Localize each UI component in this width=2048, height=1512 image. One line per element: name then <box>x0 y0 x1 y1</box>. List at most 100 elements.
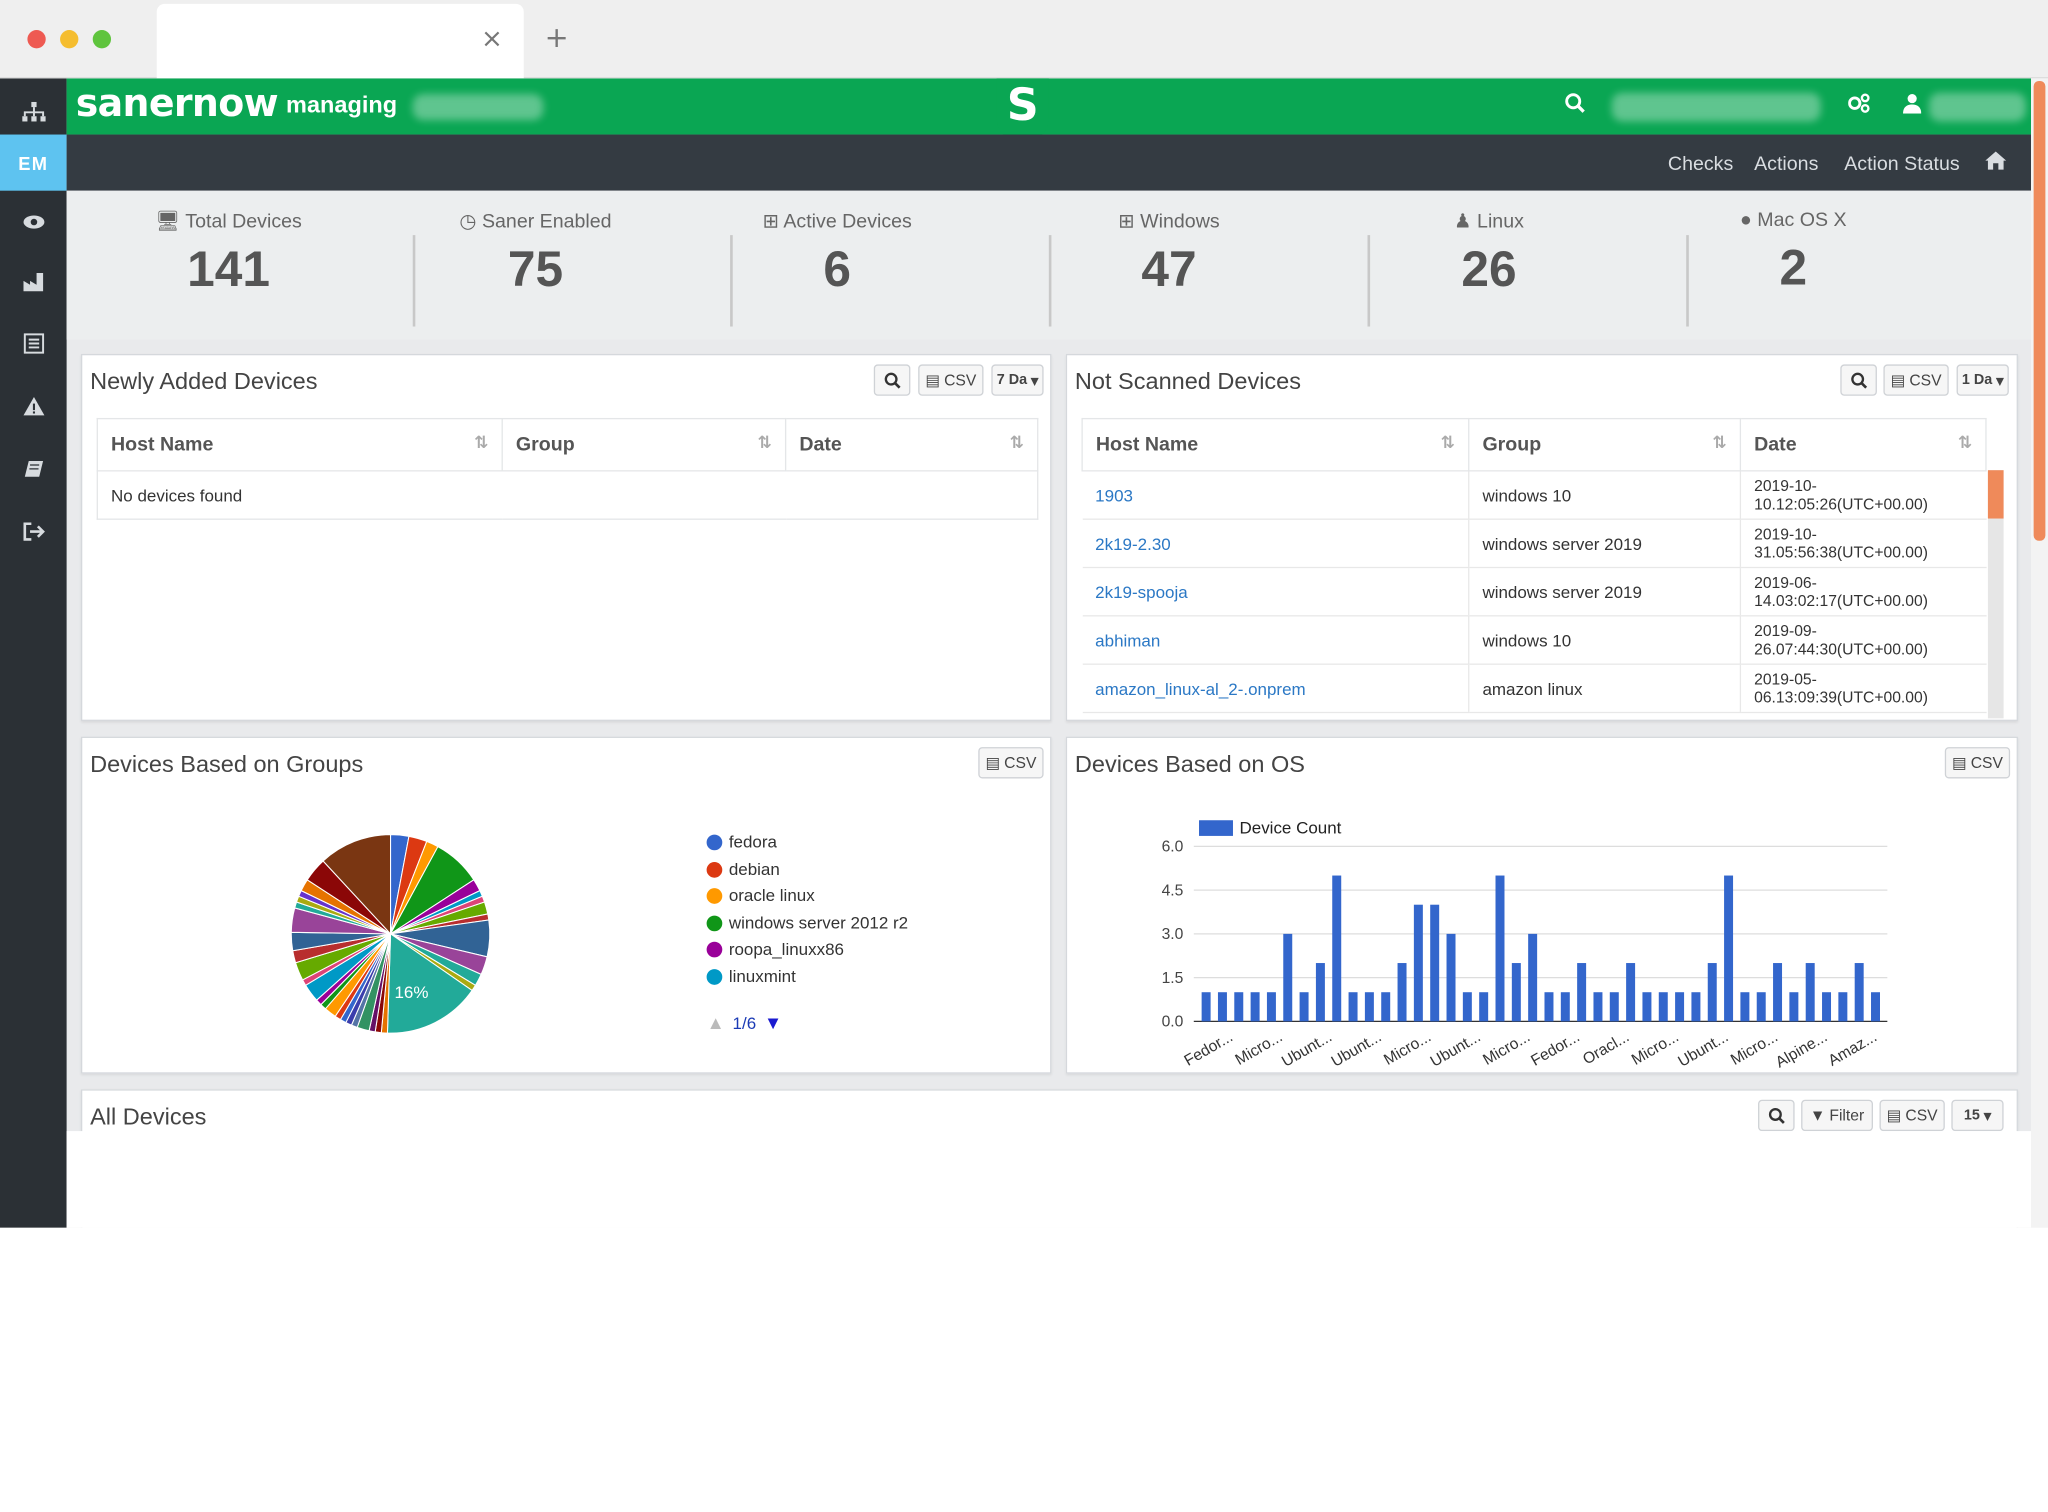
close-window-button[interactable] <box>27 30 46 49</box>
settings-icon[interactable] <box>1848 93 1872 120</box>
sort-icon[interactable]: ⇅ <box>1440 433 1456 454</box>
bar[interactable] <box>1560 992 1570 1022</box>
bar[interactable] <box>1658 992 1668 1022</box>
pie-slice[interactable] <box>322 834 392 936</box>
host-link[interactable]: abhiman <box>1082 615 1469 665</box>
bar[interactable] <box>1544 992 1554 1022</box>
bar[interactable] <box>1756 992 1766 1022</box>
bar[interactable] <box>1724 875 1734 1022</box>
sidebar-item-em[interactable]: EM <box>0 134 67 191</box>
book-icon[interactable] <box>0 440 67 497</box>
bar[interactable] <box>1201 992 1211 1022</box>
list-icon[interactable] <box>0 315 67 372</box>
search-icon[interactable] <box>1565 93 1586 120</box>
bar[interactable] <box>1413 904 1423 1022</box>
column-header-group[interactable]: Group ⇅ <box>501 417 787 472</box>
bar[interactable] <box>1299 992 1309 1022</box>
user-icon[interactable] <box>1903 93 1922 120</box>
csv-button[interactable]: ▤ CSV <box>1944 747 2011 779</box>
nav-actions[interactable]: Actions <box>1754 152 1819 176</box>
groups-pie-chart[interactable] <box>286 829 495 1038</box>
bar[interactable] <box>1462 992 1472 1022</box>
stat-windows[interactable]: ⊞ Windows 47 <box>1010 209 1329 299</box>
bar[interactable] <box>1217 992 1227 1022</box>
stat-saner-enabled[interactable]: ◷ Saner Enabled 75 <box>376 209 695 299</box>
host-link[interactable]: 2k19-2.30 <box>1082 519 1469 569</box>
csv-button[interactable]: ▤ CSV <box>1879 1099 1945 1132</box>
column-header-host-name[interactable]: Host Name ⇅ <box>96 417 503 472</box>
new-tab-icon[interactable]: + <box>544 22 569 55</box>
bar[interactable] <box>1707 963 1717 1022</box>
bar[interactable] <box>1479 992 1489 1022</box>
sort-icon[interactable]: ⇅ <box>757 433 772 454</box>
bar[interactable] <box>1871 992 1880 1022</box>
sort-icon[interactable]: ⇅ <box>1009 433 1024 454</box>
maximize-window-button[interactable] <box>92 30 112 49</box>
scrollbar-thumb[interactable] <box>1987 470 2004 519</box>
pager-prev-icon[interactable]: ▲ <box>706 1012 725 1034</box>
bar[interactable] <box>1332 875 1342 1022</box>
bar[interactable] <box>1315 963 1325 1022</box>
bar[interactable] <box>1593 992 1603 1022</box>
nav-checks[interactable]: Checks <box>1667 152 1734 176</box>
bar[interactable] <box>1511 963 1521 1022</box>
bar[interactable] <box>1854 963 1864 1022</box>
csv-button[interactable]: ▤ CSV <box>918 364 984 396</box>
bar[interactable] <box>1577 963 1587 1022</box>
sort-icon[interactable]: ⇅ <box>1957 433 1973 454</box>
bar[interactable] <box>1397 963 1407 1022</box>
host-link[interactable]: amazon_linux-al_2-.onprem <box>1082 664 1469 714</box>
table-row[interactable]: 1903 windows 10 2019-10-10.12:05:26(UTC+00… <box>1082 470 1986 520</box>
stat-active-devices[interactable]: ⊞ Active Devices 6 <box>678 209 997 299</box>
host-link[interactable]: 1903 <box>1082 470 1469 520</box>
home-icon[interactable] <box>1985 151 2007 176</box>
legend-item[interactable]: fedora <box>706 832 777 852</box>
bar[interactable] <box>1822 992 1832 1022</box>
host-link[interactable]: 2k19-spooja <box>1082 567 1469 617</box>
bar[interactable] <box>1283 933 1293 1022</box>
column-header-date[interactable]: Date ⇅ <box>1739 417 1987 472</box>
csv-button[interactable]: ▤ CSV <box>1883 364 1949 396</box>
bar[interactable] <box>1528 933 1538 1022</box>
bar[interactable] <box>1740 992 1750 1022</box>
legend-item[interactable]: linuxmint <box>706 967 796 986</box>
bar[interactable] <box>1691 992 1701 1022</box>
bar[interactable] <box>1234 992 1244 1022</box>
table-row[interactable]: 2k19-2.30 windows server 2019 2019-10-31.0… <box>1082 519 1986 569</box>
table-row[interactable]: abhiman windows 10 2019-09-26.07:44:30(UTC… <box>1082 615 1986 665</box>
filter-button[interactable]: ▼ Filter <box>1801 1099 1873 1132</box>
bar[interactable] <box>1381 992 1391 1022</box>
column-header-group[interactable]: Group ⇅ <box>1468 417 1742 472</box>
column-header-date[interactable]: Date ⇅ <box>784 417 1039 472</box>
page-scrollbar[interactable] <box>2031 78 2048 1228</box>
search-input[interactable] <box>1611 92 1821 122</box>
pager-next-icon[interactable]: ▼ <box>763 1012 783 1034</box>
bar[interactable] <box>1266 992 1276 1022</box>
sort-icon[interactable]: ⇅ <box>1712 433 1727 454</box>
bar[interactable] <box>1495 875 1505 1022</box>
search-button[interactable] <box>1840 364 1877 396</box>
factory-icon[interactable] <box>0 253 67 310</box>
table-scrollbar[interactable] <box>1987 470 2004 719</box>
legend-item[interactable]: roopa_linuxx86 <box>706 939 844 959</box>
bar[interactable] <box>1430 904 1440 1022</box>
minimize-window-button[interactable] <box>60 30 79 49</box>
csv-button[interactable]: ▤ CSV <box>978 747 1044 779</box>
sign-out-icon[interactable] <box>0 503 67 560</box>
search-button[interactable] <box>873 364 911 396</box>
warning-icon[interactable] <box>0 377 67 434</box>
saner-logo-icon[interactable]: S <box>996 78 1049 144</box>
browser-tab[interactable]: × <box>156 3 524 79</box>
bar[interactable] <box>1805 963 1815 1022</box>
bar[interactable] <box>1675 992 1685 1022</box>
legend-item[interactable]: debian <box>706 859 780 879</box>
bar[interactable] <box>1642 992 1652 1022</box>
bar[interactable] <box>1626 963 1636 1022</box>
brand-logo[interactable]: sanernow <box>75 80 279 126</box>
date-range-select[interactable]: 7 Da ▾ <box>991 364 1044 396</box>
column-header-host-name[interactable]: Host Name ⇅ <box>1081 417 1470 472</box>
bar[interactable] <box>1348 992 1358 1022</box>
stat-linux[interactable]: ♟ Linux 26 <box>1330 209 1649 299</box>
bar[interactable] <box>1789 992 1799 1022</box>
bar[interactable] <box>1364 992 1374 1022</box>
